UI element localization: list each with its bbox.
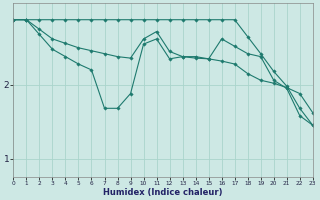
X-axis label: Humidex (Indice chaleur): Humidex (Indice chaleur) bbox=[103, 188, 223, 197]
